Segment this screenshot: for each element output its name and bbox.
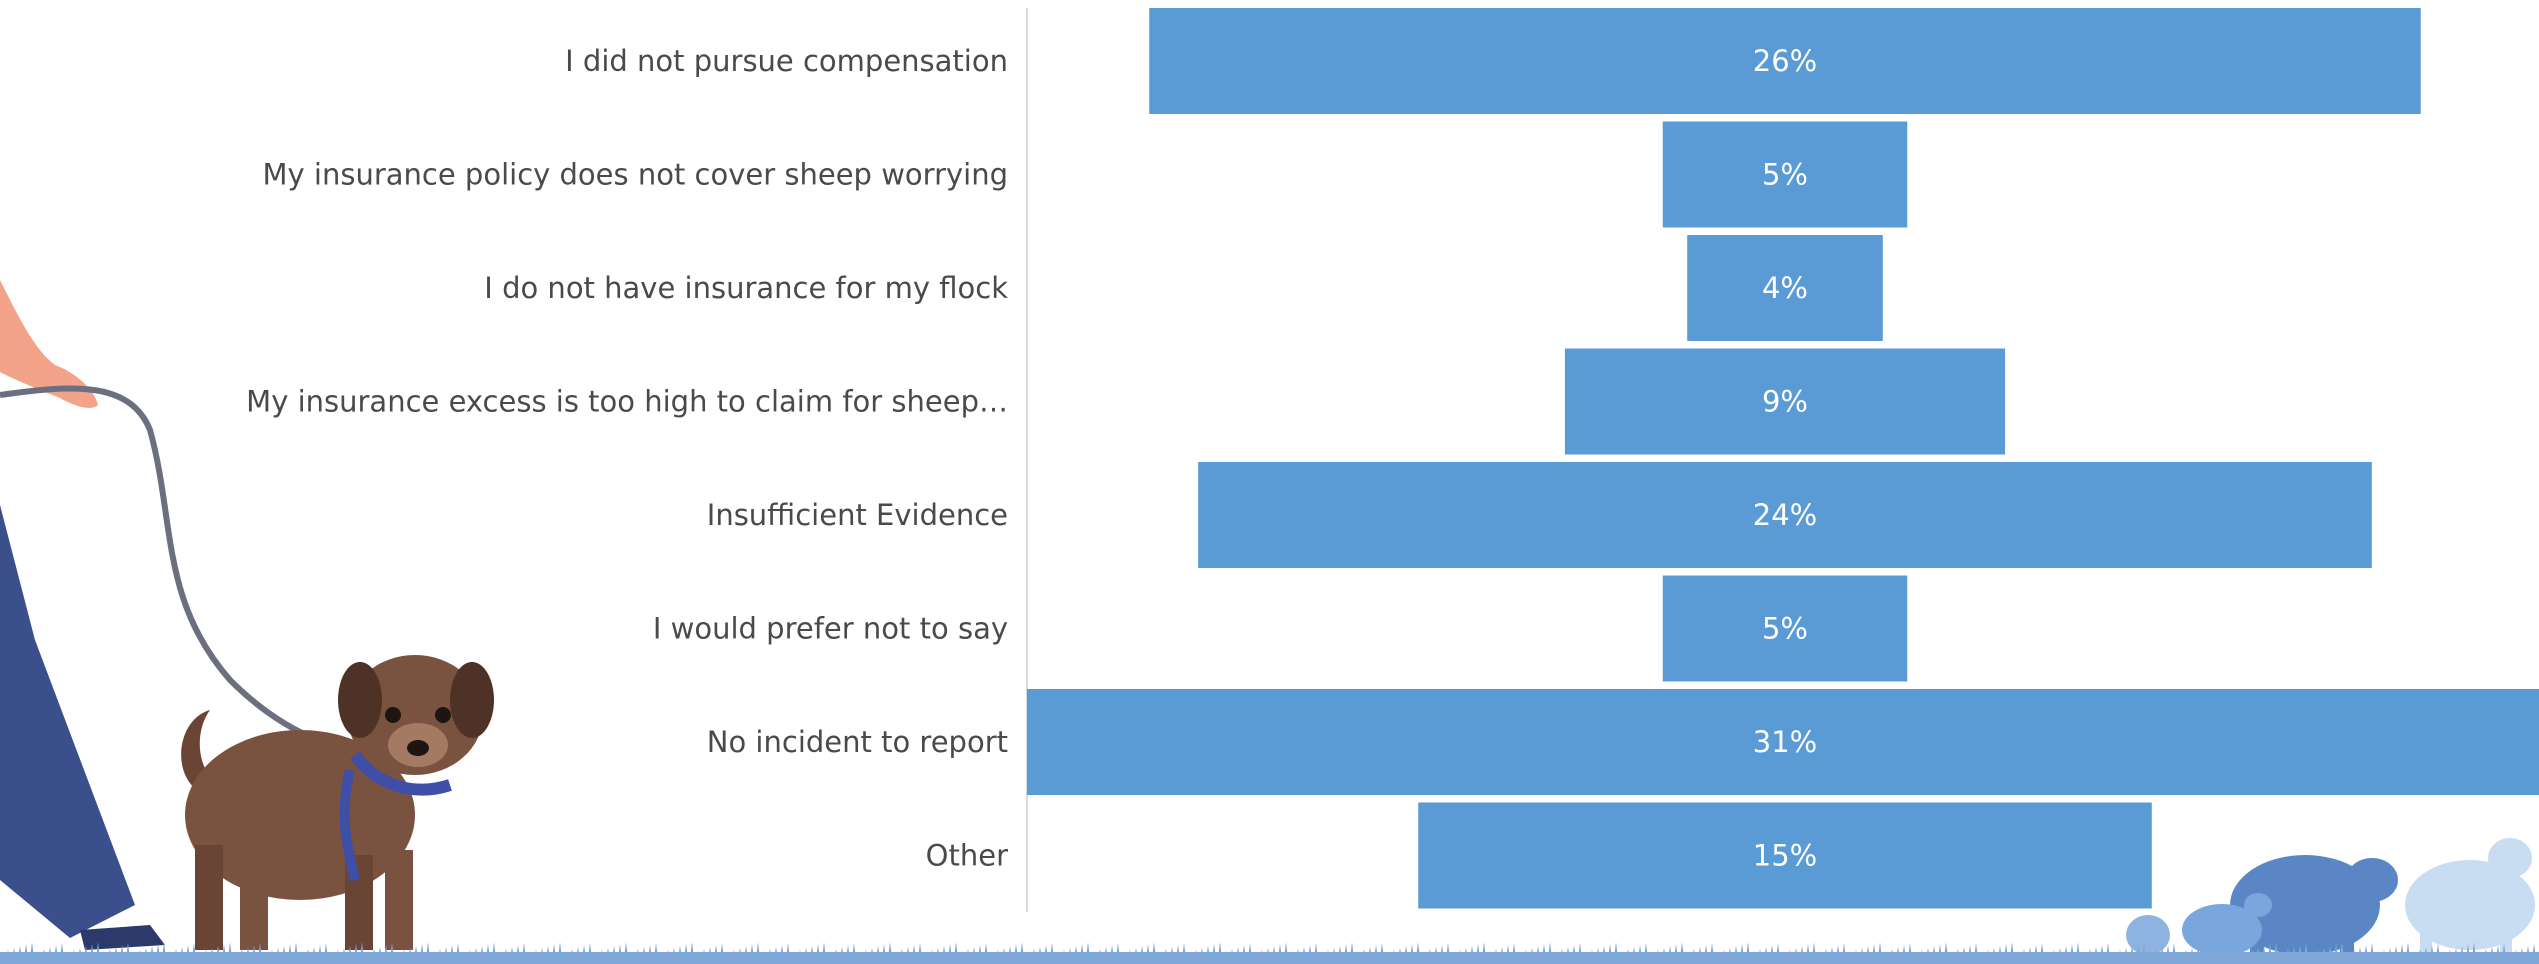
dog-eye [385,707,401,723]
bar-value-label: 15% [1753,839,1817,873]
bar-value-label: 5% [1762,158,1808,192]
sheep-dark [2230,855,2380,955]
dog-nose [407,740,429,756]
category-labels: I did not pursue compensation My insuranc… [246,44,1008,873]
trousers [0,505,135,938]
bar [1418,802,2152,909]
lamb [2182,904,2262,956]
category-label: I did not pursue compensation [565,44,1008,78]
grass-blades [0,942,2539,958]
dog-tail [181,710,220,795]
category-label: My insurance policy does not cover sheep… [263,158,1008,192]
hand [0,280,98,408]
category-label: My insurance excess is too high to claim… [246,385,1008,419]
dog-walker-illustration [0,280,494,950]
category-label: Other [926,839,1008,873]
sheep-light [2405,860,2535,950]
sheep-silhouettes [2126,838,2535,960]
dog-harness [350,751,452,796]
lamb [2126,915,2170,955]
lamb-head [2244,893,2272,917]
bar [1687,235,1883,341]
bar-value-label: 5% [1762,612,1808,646]
dog-eye [435,707,451,723]
bar [1149,8,2421,114]
bar-value-label: 31% [1753,725,1817,759]
bar [1027,689,2539,795]
category-label: I do not have insurance for my flock [484,271,1008,305]
bar-value-label: 24% [1753,498,1817,532]
category-label: Insufficient Evidence [707,498,1008,532]
dog-ear [450,662,494,738]
dog-leg [195,845,223,950]
sheep-light-head [2488,838,2532,878]
bar [1564,348,2006,455]
bar-value-label: 26% [1753,44,1817,78]
dog-head [347,655,483,775]
category-label: I would prefer not to say [653,612,1008,646]
dog-leg [240,860,268,950]
dog-ear [338,662,382,738]
grass-strip [0,942,2539,964]
bar [1662,575,1908,682]
category-label: No incident to report [707,725,1008,759]
dog-harness [339,768,360,882]
dog-leg [385,850,413,950]
sheep-dark-head [2346,858,2398,902]
bar-value-label: 9% [1762,385,1808,419]
bar [1662,121,1908,228]
shoe [80,925,165,950]
bar [1198,462,2372,568]
bar-series: 26% 5% 4% 9% 24% 5% 31% 15% [1027,8,2539,909]
bar-value-label: 4% [1762,271,1808,305]
